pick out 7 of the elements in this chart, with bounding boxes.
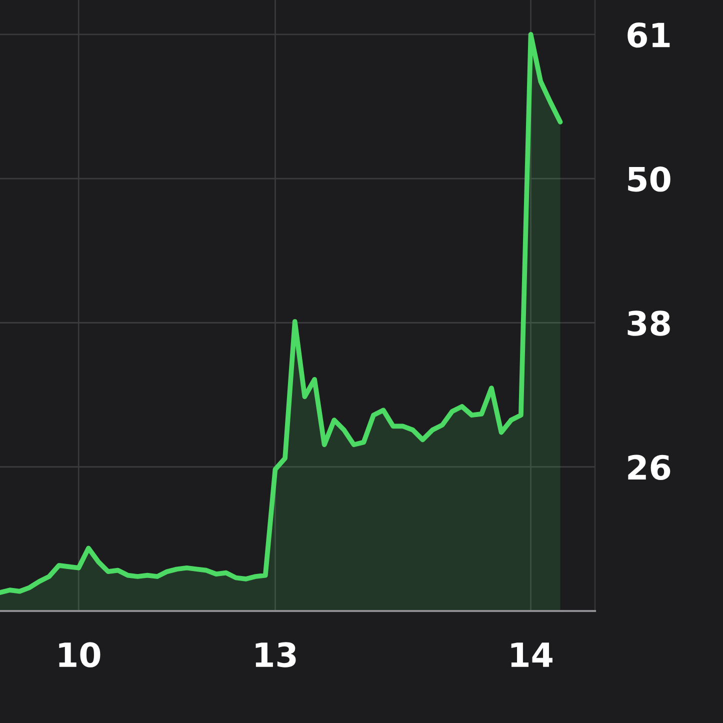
x-tick-label: 10 [59, 642, 100, 668]
y-tick-label: 50 [628, 166, 670, 192]
x-tick-label: 13 [256, 642, 296, 668]
y-tick-label: 26 [628, 454, 670, 480]
x-tick-label: 14 [511, 642, 552, 667]
y-tick-label: 38 [628, 310, 670, 336]
y-tick-label: 61 [628, 22, 670, 48]
